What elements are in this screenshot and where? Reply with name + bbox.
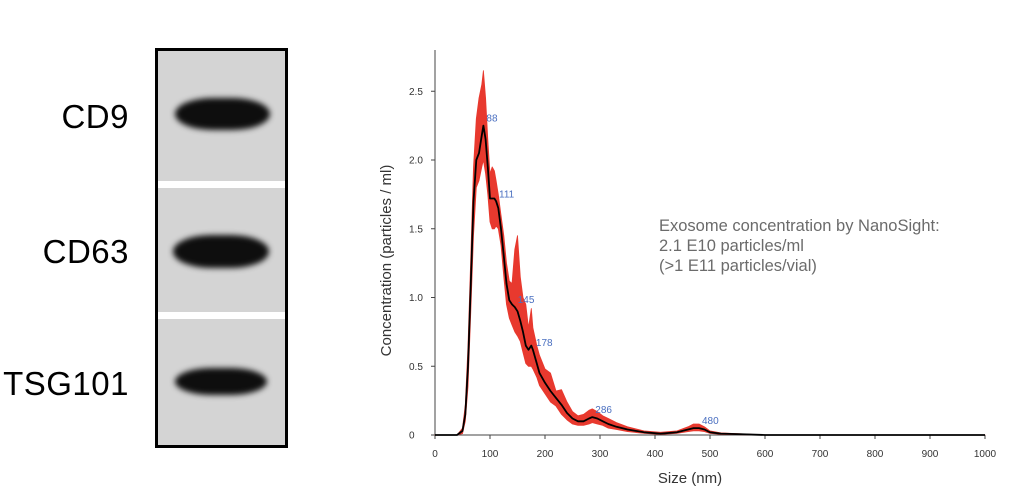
chart-axes: 0 100 200 300 400 500 600 700 800 900 1000 0 0.5 1.0 1… — [378, 50, 997, 487]
peak-label: 145 — [518, 295, 535, 306]
annotation-line-1: Exosome concentration by NanoSight: — [659, 217, 940, 235]
peak-label: 286 — [595, 405, 612, 416]
nanosight-chart: 0 100 200 300 400 500 600 700 800 900 1000 0 0.5 1.0 1… — [378, 50, 997, 487]
blot-label-cd9: CD9 — [61, 98, 129, 135]
x-axis-title: Size (nm) — [658, 470, 722, 487]
blot-label-tsg101: TSG101 — [3, 365, 129, 402]
blot-label-cd63: CD63 — [42, 233, 129, 270]
peak-label: 111 — [499, 189, 515, 200]
blot-panel-cd63 — [158, 188, 285, 312]
x-tick-label: 300 — [592, 449, 609, 460]
y-tick-label: 2.5 — [409, 87, 423, 98]
x-tick-label: 200 — [537, 449, 554, 460]
peak-label: 480 — [702, 416, 719, 427]
y-tick-label: 0 — [409, 431, 415, 442]
annotation-line-2: 2.1 E10 particles/ml — [659, 237, 804, 255]
chart-mean-line-layer — [435, 124, 985, 436]
x-tick-label: 1000 — [974, 449, 997, 460]
peak-label: 178 — [536, 338, 553, 349]
x-tick-label: 900 — [922, 449, 939, 460]
series-mean-line — [435, 124, 985, 436]
blot-band-cd63 — [173, 235, 269, 268]
y-tick-label: 1.5 — [409, 224, 423, 235]
western-blot-image — [155, 48, 288, 448]
x-tick-label: 700 — [812, 449, 829, 460]
y-tick-label: 0.5 — [409, 362, 423, 373]
chart-label-layer: 88 111 145 178 286 480 — [486, 114, 719, 428]
y-axis-title: Concentration (particles / ml) — [378, 165, 395, 357]
blot-panel-tsg101 — [158, 319, 285, 445]
annotation-line-3: (>1 E11 particles/vial) — [659, 257, 817, 275]
peak-label: 88 — [486, 114, 498, 125]
x-tick-label: 400 — [647, 449, 664, 460]
x-tick-label: 500 — [702, 449, 719, 460]
x-tick-label: 800 — [867, 449, 884, 460]
blot-band-tsg101 — [175, 368, 267, 395]
x-tick-label: 100 — [482, 449, 499, 460]
y-tick-label: 2.0 — [409, 156, 423, 167]
y-tick-label: 1.0 — [409, 293, 423, 304]
blot-panel-cd9 — [158, 51, 285, 181]
x-tick-label: 600 — [757, 449, 774, 460]
x-tick-label: 0 — [432, 449, 438, 460]
blot-band-cd9 — [175, 98, 270, 130]
